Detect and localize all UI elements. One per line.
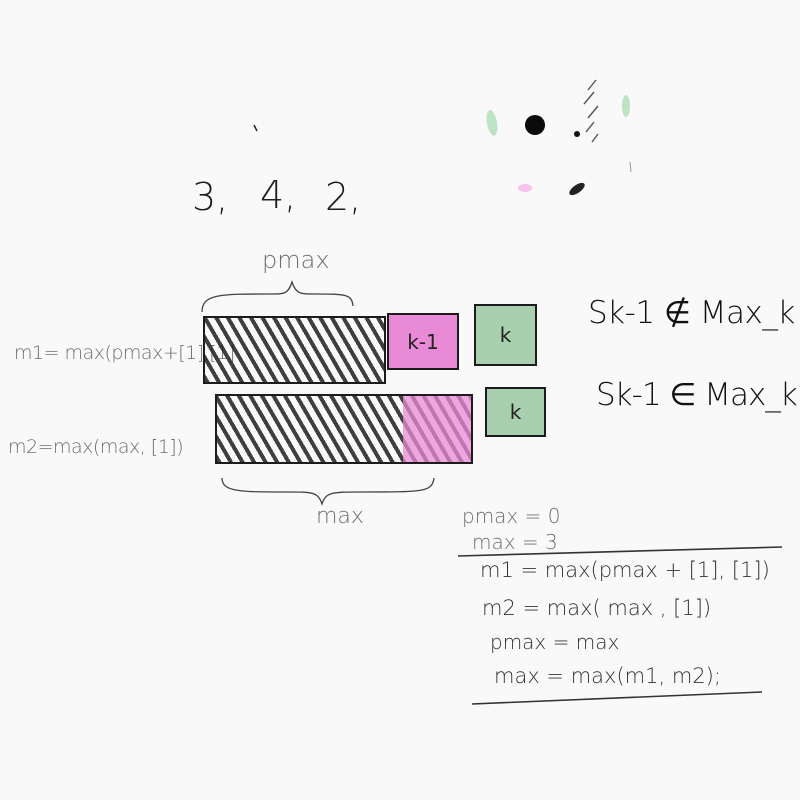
code-line-1: m1 = max(pmax + [1], [1]) <box>480 558 770 582</box>
k-label-bottom: k <box>509 400 522 424</box>
code-init-max: max = 3 <box>472 530 558 554</box>
m2-formula: m2=max(max, [1]) <box>8 436 184 458</box>
pink-overlap-region <box>403 396 471 462</box>
scribble <box>583 79 599 143</box>
sequence-number-3: 2, <box>325 175 362 219</box>
code-line-3: pmax = max <box>490 630 620 654</box>
small-dot <box>574 131 580 137</box>
pmax-label: pmax <box>262 246 330 274</box>
m1-formula: m1= max(pmax+[1],[1] <box>14 342 235 364</box>
max-segment-bar <box>215 394 473 464</box>
max-label: max <box>316 504 364 529</box>
green-mark-2 <box>622 95 630 117</box>
code-line-4: max = max(m1, m2); <box>494 664 721 688</box>
code-top-rule <box>457 546 783 557</box>
pmax-brace <box>201 279 354 313</box>
code-init-pmax: pmax = 0 <box>462 504 561 528</box>
max-brace <box>221 477 435 507</box>
code-line-2: m2 = max( max , [1]) <box>482 596 712 620</box>
pmax-segment-bar <box>203 316 386 384</box>
code-bottom-rule <box>471 691 763 705</box>
k-box-bottom: k <box>485 387 546 437</box>
condition-in: Sk-1 ∈ Max_k <box>596 377 798 413</box>
condition-not-in: Sk-1 ∉ Max_k <box>588 295 795 331</box>
green-mark <box>486 110 498 136</box>
tick-mark-2 <box>629 161 632 173</box>
k-box-top: k <box>474 304 537 366</box>
pink-mark <box>518 184 532 192</box>
black-stroke-mark <box>569 182 585 196</box>
tick-mark <box>253 124 258 132</box>
black-dot <box>525 115 545 135</box>
k-minus-1-label: k-1 <box>407 329 439 354</box>
k-label-top: k <box>499 323 512 347</box>
sequence-number-2: 4, <box>260 173 297 217</box>
sequence-number-1: 3, <box>192 175 229 219</box>
k-minus-1-box: k-1 <box>387 313 459 370</box>
